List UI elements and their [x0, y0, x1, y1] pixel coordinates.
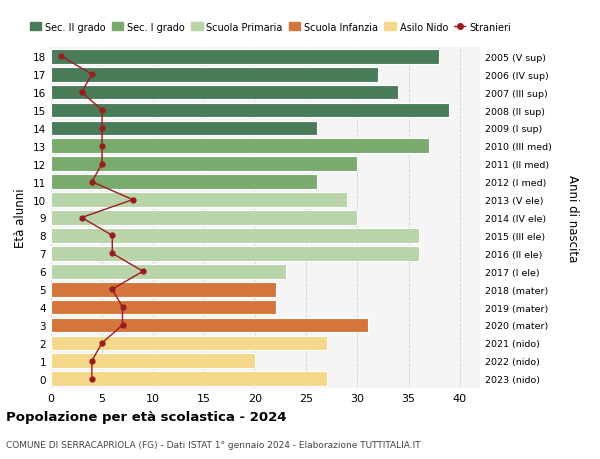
Bar — [51, 229, 419, 243]
Bar — [51, 354, 255, 369]
Text: Popolazione per età scolastica - 2024: Popolazione per età scolastica - 2024 — [6, 410, 287, 423]
Text: COMUNE DI SERRACAPRIOLA (FG) - Dati ISTAT 1° gennaio 2024 - Elaborazione TUTTITA: COMUNE DI SERRACAPRIOLA (FG) - Dati ISTA… — [6, 441, 421, 449]
Bar — [51, 67, 378, 82]
Bar — [51, 318, 368, 333]
Bar — [51, 264, 286, 279]
Bar — [51, 121, 317, 136]
Bar — [51, 300, 276, 315]
Bar — [51, 50, 439, 64]
Bar — [51, 157, 358, 172]
Y-axis label: Anni di nascita: Anni di nascita — [566, 174, 578, 262]
Y-axis label: Età alunni: Età alunni — [14, 188, 28, 248]
Bar — [51, 175, 317, 190]
Bar — [51, 193, 347, 207]
Bar — [51, 211, 358, 225]
Bar — [51, 372, 327, 386]
Bar — [51, 103, 449, 118]
Bar — [51, 282, 276, 297]
Legend: Sec. II grado, Sec. I grado, Scuola Primaria, Scuola Infanzia, Asilo Nido, Stran: Sec. II grado, Sec. I grado, Scuola Prim… — [26, 19, 515, 37]
Bar — [51, 139, 429, 154]
Bar — [51, 336, 327, 351]
Bar — [51, 246, 419, 261]
Bar — [51, 85, 398, 100]
